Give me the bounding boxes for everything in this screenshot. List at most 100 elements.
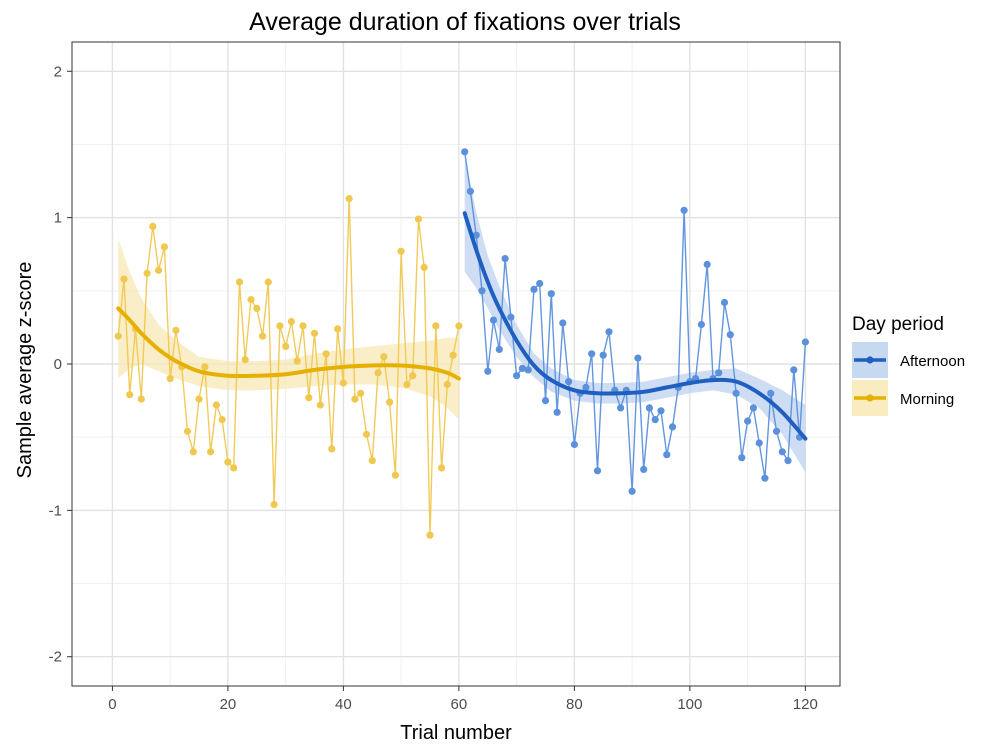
morning-raw-line (117, 198, 460, 536)
afternoon-data-point (547, 290, 555, 298)
afternoon-data-point (726, 331, 734, 339)
morning-data-point (374, 369, 382, 377)
afternoon-data-point (536, 279, 544, 288)
morning-data-point (334, 325, 342, 333)
morning-data-point (409, 372, 417, 380)
afternoon-data-point (755, 439, 763, 447)
morning-data-point (253, 304, 261, 312)
morning-data-point (172, 326, 180, 334)
afternoon-data-point (790, 366, 798, 374)
morning-data-point (259, 332, 267, 340)
morning-data-point (235, 278, 244, 286)
morning-data-point (414, 215, 423, 223)
afternoon-data-point (605, 328, 613, 336)
morning-data-point (443, 380, 451, 389)
afternoon-data-point (772, 427, 781, 435)
x-axis-ticks: 0 20 40 60 80 100 120 (108, 686, 818, 713)
afternoon-data-point (524, 366, 532, 374)
morning-data-point (426, 531, 434, 539)
morning-data-point (455, 322, 463, 330)
y-tick-label: 2 (54, 63, 62, 80)
morning-data-point (420, 263, 428, 271)
legend-label-afternoon: Afternoon (900, 353, 965, 370)
afternoon-data-point (530, 285, 538, 293)
legend-items: Afternoon Morning (852, 342, 965, 416)
afternoon-data-point (784, 457, 792, 465)
morning-data-point (120, 275, 128, 283)
x-tick-label: 60 (451, 696, 468, 713)
morning-data-point (438, 464, 446, 472)
plot-panel (71, 41, 841, 687)
afternoon-data-point (513, 372, 521, 380)
morning-data-point (247, 296, 255, 304)
afternoon-data-point (778, 448, 786, 456)
afternoon-data-point (461, 148, 469, 156)
afternoon-data-point (744, 417, 752, 425)
morning-data-point (351, 395, 359, 403)
morning-data-point (282, 342, 290, 350)
afternoon-data-point (518, 364, 527, 372)
legend-label-morning: Morning (900, 391, 954, 408)
y-axis-ticks: -2 -1 0 1 2 (49, 63, 72, 666)
afternoon-data-point (599, 351, 607, 359)
data-points (114, 148, 810, 539)
afternoon-data-point (495, 345, 503, 353)
afternoon-data-point (634, 354, 642, 362)
morning-data-point (195, 395, 203, 403)
afternoon-data-point (559, 319, 567, 327)
afternoon-data-point (582, 383, 590, 391)
smooth-lines (116, 211, 808, 441)
afternoon-data-point (466, 187, 474, 195)
x-tick-label: 20 (220, 696, 237, 713)
afternoon-data-point (541, 397, 550, 405)
morning-data-point (207, 448, 215, 456)
y-tick-label: -1 (49, 502, 62, 519)
afternoon-data-point (749, 404, 758, 412)
morning-data-point (357, 389, 365, 397)
morning-data-point (386, 398, 394, 406)
morning-data-point (230, 464, 238, 472)
morning-smooth-line (116, 306, 461, 381)
morning-data-point (241, 356, 249, 364)
afternoon-data-point (645, 404, 654, 412)
morning-data-point (166, 375, 174, 383)
morning-data-point (212, 401, 220, 409)
morning-data-point (310, 329, 319, 337)
morning-data-point (362, 430, 371, 438)
x-tick-label: 80 (566, 696, 583, 713)
morning-data-point (403, 380, 411, 389)
morning-data-point (201, 363, 209, 371)
y-tick-label: 1 (54, 210, 62, 227)
afternoon-data-point (570, 440, 579, 449)
morning-data-point (397, 247, 405, 255)
morning-data-point (264, 278, 272, 286)
afternoon-data-point (501, 255, 509, 263)
legend: Day period Afternoon Morning (852, 314, 965, 416)
afternoon-data-point (472, 231, 480, 239)
legend-dot-morning (866, 394, 874, 402)
morning-data-point (316, 401, 324, 409)
morning-data-point (322, 350, 330, 358)
afternoon-data-point (651, 416, 659, 424)
legend-title: Day period (852, 314, 944, 335)
morning-data-point (328, 445, 336, 453)
afternoon-data-point (801, 338, 810, 346)
morning-data-point (287, 318, 295, 326)
chart-title: Average duration of fixations over trial… (249, 8, 681, 36)
afternoon-data-point (720, 298, 729, 307)
morning-data-point (345, 195, 353, 203)
morning-data-point (224, 458, 232, 466)
x-tick-label: 100 (677, 696, 702, 713)
afternoon-data-point (484, 367, 492, 375)
afternoon-data-point (588, 350, 596, 358)
morning-data-point (114, 332, 122, 340)
x-tick-label: 0 (108, 696, 116, 713)
morning-data-point (276, 322, 284, 330)
afternoon-data-point (565, 378, 573, 386)
morning-data-point (449, 351, 457, 359)
morning-data-point (299, 322, 307, 330)
morning-data-point (126, 391, 134, 399)
x-tick-label: 40 (335, 696, 352, 713)
morning-data-point (270, 500, 278, 509)
